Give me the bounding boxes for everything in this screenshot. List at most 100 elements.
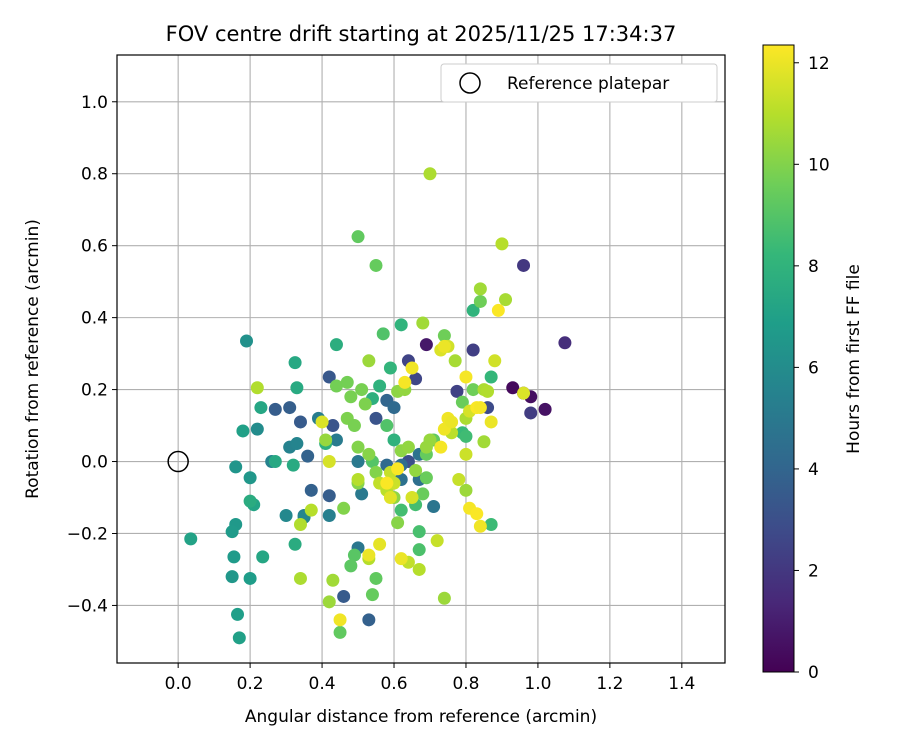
data-point (459, 429, 473, 443)
data-point (232, 631, 246, 645)
y-tick-label: 0.4 (81, 309, 108, 329)
data-point (236, 424, 250, 438)
data-point (466, 343, 480, 357)
data-point (304, 483, 318, 497)
data-point (351, 455, 365, 469)
data-point (387, 401, 401, 415)
data-point (369, 258, 383, 272)
data-point (412, 543, 426, 557)
data-point (333, 613, 347, 627)
data-point (473, 401, 487, 415)
colorbar-label: Hours from first FF file (844, 264, 864, 454)
data-point (254, 401, 268, 415)
reference-marker-group (167, 450, 189, 473)
legend: Reference platepar (440, 63, 718, 103)
colorbar-tick-label: 2 (808, 561, 819, 581)
data-point (329, 338, 343, 352)
data-point (243, 471, 257, 485)
colorbar-tick-label: 12 (808, 54, 830, 74)
data-point (488, 354, 502, 368)
colorbar-tick-label: 4 (808, 460, 819, 480)
data-point (268, 402, 282, 416)
data-point (459, 370, 473, 384)
x-tick-label: 0.4 (309, 674, 336, 694)
data-point (538, 402, 552, 416)
data-point (243, 494, 257, 508)
data-point (499, 293, 513, 307)
data-point (430, 534, 444, 548)
data-point (423, 167, 437, 181)
data-point (301, 449, 315, 463)
data-point (256, 550, 270, 564)
data-point (477, 435, 491, 449)
data-point (416, 487, 430, 501)
data-point (288, 356, 302, 370)
data-point (517, 386, 531, 400)
data-point (416, 316, 430, 330)
x-tick-label: 1.0 (524, 674, 551, 694)
data-point (412, 525, 426, 539)
data-point (322, 455, 336, 469)
data-point (373, 379, 387, 393)
data-point (470, 507, 484, 521)
y-tick-label: 0.2 (81, 381, 108, 401)
data-point (409, 464, 423, 478)
data-point (466, 383, 480, 397)
data-point (293, 571, 307, 585)
y-tick-label: −0.4 (67, 596, 108, 616)
data-point (405, 491, 419, 505)
data-point (268, 455, 282, 469)
data-point (351, 440, 365, 454)
data-point (322, 508, 336, 522)
data-point (558, 336, 572, 350)
data-point (351, 230, 365, 244)
data-point (491, 303, 505, 317)
y-axis-label: Rotation from reference (arcmin) (23, 219, 43, 499)
data-point (184, 532, 198, 546)
colorbar-ticks: 0 2 4 6 8 10 12 (794, 54, 830, 683)
data-point (355, 383, 369, 397)
colorbar: 0 2 4 6 8 10 12 Hours from first FF file (762, 44, 864, 683)
data-point (225, 525, 239, 539)
x-tick-label: 1.2 (596, 674, 623, 694)
data-point (243, 571, 257, 585)
data-point (401, 440, 415, 454)
data-point (387, 433, 401, 447)
data-point (459, 483, 473, 497)
data-point (231, 607, 245, 621)
colorbar-tick-label: 6 (808, 358, 819, 378)
data-point (481, 384, 495, 398)
data-point (473, 282, 487, 296)
data-point (362, 447, 376, 461)
data-point (369, 571, 383, 585)
data-point (423, 433, 437, 447)
reference-marker (167, 450, 189, 473)
data-point (373, 537, 387, 551)
x-tick-label: 0.6 (380, 674, 407, 694)
data-point (394, 318, 408, 332)
data-point (473, 519, 487, 533)
data-point (365, 588, 379, 602)
data-point (412, 562, 426, 576)
data-point (437, 591, 451, 605)
x-tick-label: 0.0 (165, 674, 192, 694)
data-point (337, 501, 351, 515)
data-point (506, 381, 520, 395)
plot-frame (116, 54, 726, 664)
data-point (333, 625, 347, 639)
data-point (434, 440, 448, 454)
data-point (427, 500, 441, 514)
data-point (283, 401, 297, 415)
data-point (524, 406, 538, 420)
colorbar-tick-label: 8 (808, 257, 819, 277)
data-point (376, 327, 390, 341)
data-point (293, 415, 307, 429)
data-point (459, 447, 473, 461)
data-point (293, 517, 307, 531)
data-point (391, 462, 405, 476)
data-points (184, 167, 572, 645)
data-point (394, 552, 408, 566)
data-point (437, 329, 451, 343)
data-point (326, 419, 340, 433)
chart-title: FOV centre drift starting at 2025/11/25 … (166, 22, 677, 46)
